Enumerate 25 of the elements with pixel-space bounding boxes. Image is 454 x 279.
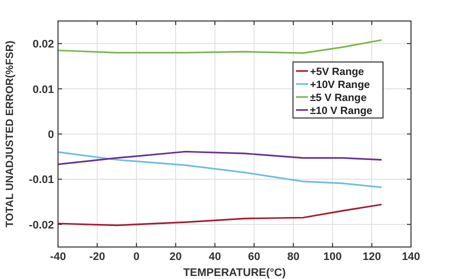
y-tick-label: -0.02 [28,219,54,232]
legend-label: +10V Range [310,79,370,91]
y-tick-label: 0 [48,129,54,141]
x-tick-label: 20 [170,251,182,263]
x-tick-label: 0 [133,251,140,263]
y-axis-title: TOTAL UNADJUSTED ERROR(%FSR) [4,40,16,228]
x-tick-label: 140 [402,251,420,263]
x-axis-title: TEMPERATURE(°C) [183,267,286,279]
legend-label: ±5 V Range [310,92,367,104]
y-tick-label: 0.01 [32,84,54,96]
x-tick-label: 40 [208,251,222,263]
x-tick-label: 100 [323,251,342,263]
line-series [57,150,382,166]
line-series [57,204,382,226]
legend-label: ±10 V Range [310,105,373,117]
line-series [57,151,382,188]
x-tick-label: 60 [248,251,260,263]
x-tick-label: -40 [50,251,66,263]
x-tick-label: -20 [89,251,106,263]
y-tick-label: 0.02 [32,38,54,51]
x-tick-label: 80 [287,251,300,263]
line-series [57,39,382,54]
legend-label: +5V Range [310,66,364,78]
y-tick-label: -0.01 [28,174,54,186]
x-tick-label: 120 [362,251,381,263]
